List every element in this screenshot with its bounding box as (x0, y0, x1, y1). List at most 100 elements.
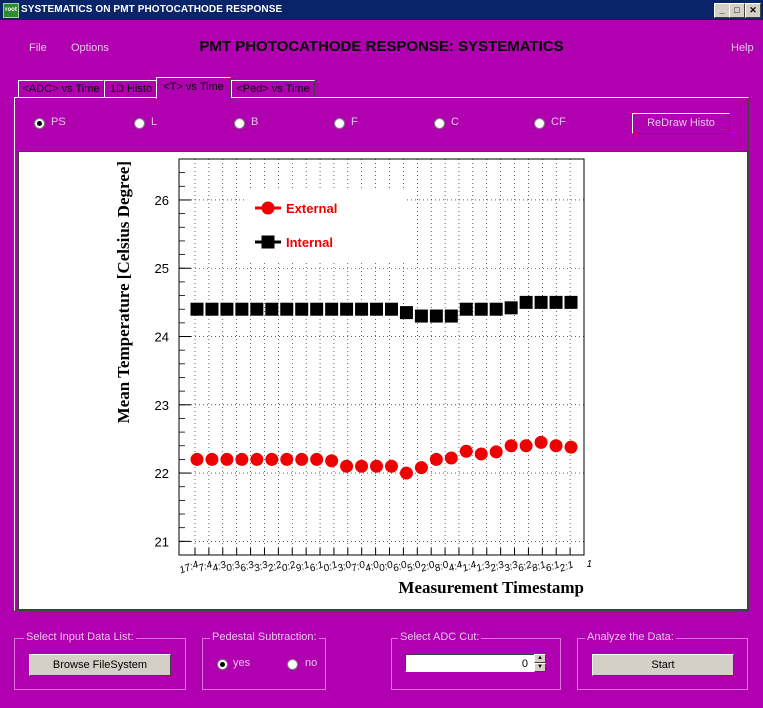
x-tick-label: 8:0 (433, 559, 450, 574)
external-point (190, 452, 204, 466)
tab-t-vs-time[interactable]: <T> vs Time (156, 77, 231, 99)
x-tick-label: 0:0 (378, 559, 395, 574)
external-point (534, 435, 548, 449)
external-point (444, 451, 458, 465)
external-point (310, 452, 324, 466)
internal-point (459, 302, 473, 316)
pedestal-no-radio[interactable] (287, 659, 298, 670)
x-tick-label: 4:3 (211, 559, 228, 574)
external-point (235, 452, 249, 466)
external-point (355, 459, 369, 473)
tab-adc-vs-time[interactable]: <ADC> vs Time (18, 80, 104, 99)
radio-f-label: F (351, 116, 358, 128)
stepper-down-icon[interactable]: ▼ (534, 663, 546, 672)
x-tick-label: 7:4 (197, 559, 214, 574)
internal-point (340, 302, 354, 316)
internal-point (370, 302, 384, 316)
internal-point (399, 306, 413, 320)
internal-point (429, 309, 443, 323)
external-point (384, 459, 398, 473)
external-point (504, 439, 518, 453)
radio-f[interactable] (334, 118, 345, 129)
external-point (280, 452, 294, 466)
x-tick-label: 2:0 (418, 559, 436, 575)
internal-point (549, 295, 563, 309)
x-tick-label: 3:3 (503, 559, 520, 574)
internal-point (265, 302, 279, 316)
pedestal-no-label: no (305, 657, 318, 669)
x-tick-label: 8:1 (531, 559, 548, 574)
menu-help[interactable]: Help (731, 42, 754, 54)
internal-point (474, 302, 488, 316)
external-point (205, 452, 219, 466)
x-tick-label: 2:2 (266, 559, 284, 575)
x-tick-label: 2:3 (488, 559, 506, 575)
adc-cut-stepper[interactable]: ▲ ▼ (534, 654, 546, 672)
radio-c[interactable] (434, 118, 445, 129)
minimize-button[interactable]: _ (714, 3, 730, 18)
x-tick-label: 0:3 (225, 559, 242, 574)
menu-file[interactable]: File (29, 42, 47, 54)
internal-point (384, 302, 398, 316)
radio-cf-label: CF (551, 116, 566, 128)
app-title: PMT PHOTOCATHODE RESPONSE: SYSTEMATICS (199, 38, 564, 55)
title-bar[interactable]: root SYSTEMATICS ON PMT PHOTOCATHODE RES… (0, 0, 763, 20)
internal-point (444, 309, 458, 323)
pedestal-group-title: Pedestal Subtraction: (210, 631, 319, 643)
plot-canvas[interactable]: 21 22 23 24 25 26 17:4 7:4 4:3 0:3 6:3 3:3 2:2 0:2 9:1… (18, 151, 748, 610)
internal-point (355, 302, 369, 316)
radio-cf[interactable] (534, 118, 545, 129)
start-button[interactable]: Start (592, 654, 734, 676)
maximize-button[interactable]: □ (729, 3, 745, 18)
menu-options[interactable]: Options (71, 42, 109, 54)
temperature-chart: 21222324252617:47:44:30:36:33:32:20:29:1… (114, 158, 592, 597)
pedestal-yes-label: yes (233, 657, 251, 669)
x-tick-label: 1:3 (475, 559, 492, 574)
external-point (549, 439, 563, 453)
radio-l[interactable] (134, 118, 145, 129)
y-tick-label: 23 (155, 398, 169, 413)
tab-1d-histo[interactable]: 1D Histo (104, 80, 158, 99)
internal-point (564, 295, 578, 309)
window-title: SYSTEMATICS ON PMT PHOTOCATHODE RESPONSE (21, 4, 283, 15)
y-tick-label: 21 (155, 534, 169, 549)
adc-cut-input[interactable]: 0 (405, 654, 535, 672)
internal-point (504, 301, 518, 315)
radio-b-label: B (251, 116, 259, 128)
external-point (295, 452, 309, 466)
x-tick-label: 3:0 (336, 559, 353, 574)
internal-point (235, 302, 249, 316)
y-tick-label: 24 (155, 330, 169, 345)
external-point (370, 459, 384, 473)
x-tick-label: 1 (586, 559, 592, 570)
x-tick-label: 6:1 (308, 559, 325, 574)
external-point (564, 440, 578, 454)
radio-c-label: C (451, 116, 459, 128)
y-tick-label: 26 (155, 193, 169, 208)
legend-marker-internal (261, 235, 275, 249)
x-tick-label: 7:0 (350, 559, 367, 574)
external-point (325, 454, 339, 468)
redraw-histo-button[interactable]: ReDraw Histo (632, 113, 730, 134)
radio-b[interactable] (234, 118, 245, 129)
x-tick-label: 6:1 (544, 559, 561, 574)
browse-filesystem-button[interactable]: Browse FileSystem (29, 654, 171, 676)
internal-point (205, 302, 219, 316)
pedestal-yes-radio[interactable] (217, 659, 228, 670)
x-tick-label: 2:1 (557, 559, 575, 574)
internal-point (280, 302, 294, 316)
radio-ps[interactable] (34, 118, 45, 129)
x-tick-label: 1:4 (461, 559, 478, 574)
close-button[interactable]: ✕ (745, 3, 761, 18)
x-tick-label: 5:0 (405, 559, 422, 574)
x-tick-label: 6:2 (517, 559, 534, 574)
y-tick-label: 22 (155, 466, 169, 481)
internal-point (489, 302, 503, 316)
internal-point (190, 302, 204, 316)
external-point (250, 452, 264, 466)
y-tick-label: 25 (155, 261, 169, 276)
external-point (429, 452, 443, 466)
stepper-up-icon[interactable]: ▲ (534, 654, 546, 663)
tab-ped-vs-time[interactable]: <Ped> vs Time (231, 80, 315, 99)
x-tick-label: 3:3 (253, 559, 270, 574)
